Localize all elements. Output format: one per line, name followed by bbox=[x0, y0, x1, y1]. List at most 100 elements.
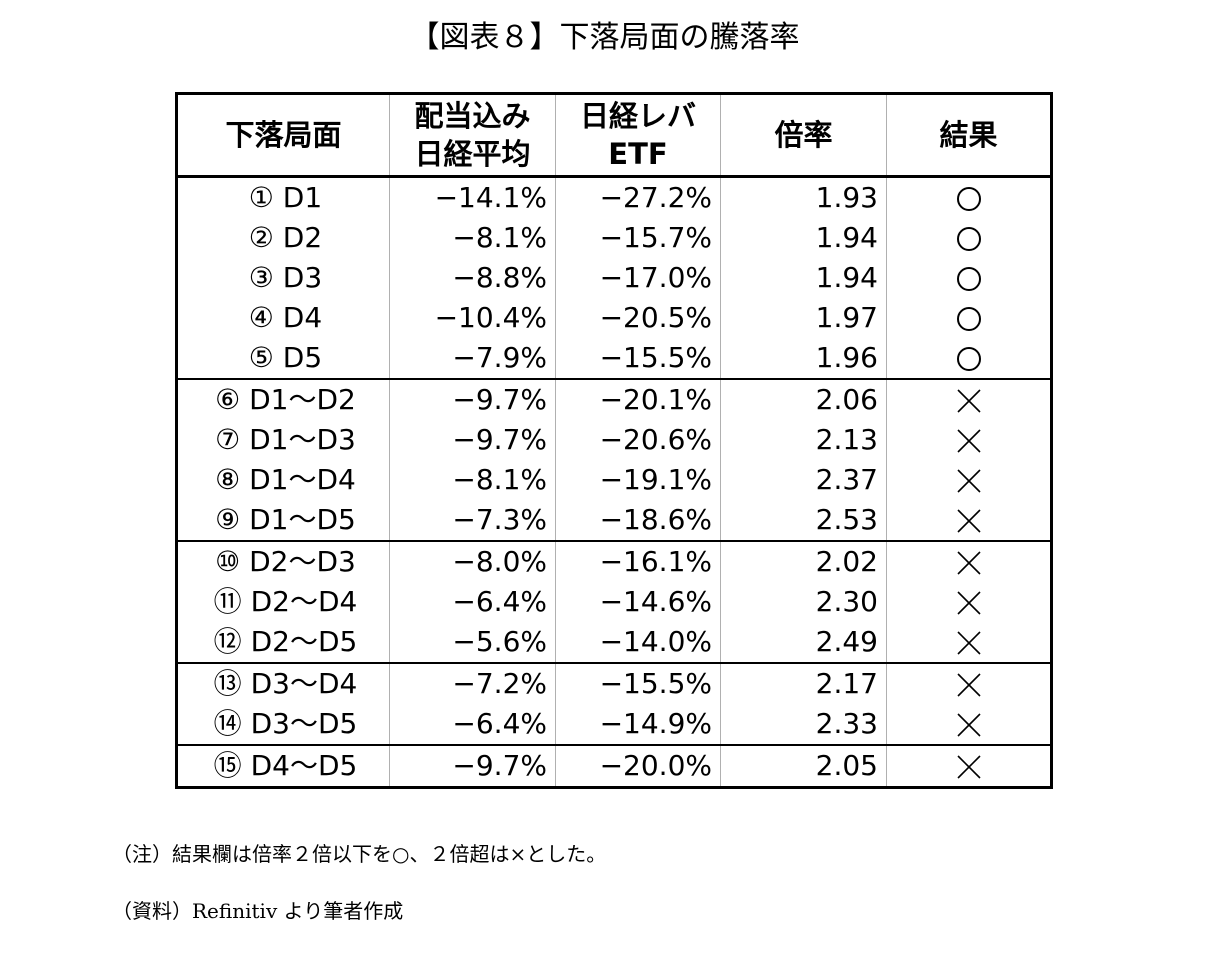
cell-ratio: 2.06 bbox=[720, 379, 887, 420]
cell-ratio: 2.49 bbox=[720, 622, 887, 664]
cell-result bbox=[886, 460, 1052, 500]
cell-phase: ⑭ D3〜D5 bbox=[176, 704, 390, 746]
header-leverage-etf: 日経レバ ETF bbox=[555, 93, 721, 178]
cell-result bbox=[886, 298, 1052, 338]
source-note: （資料）Refinitiv より筆者作成 bbox=[112, 899, 404, 923]
cell-phase: ⑩ D2〜D3 bbox=[215, 545, 356, 578]
table-row: ⑥ D1〜D2 −9.7% −20.1% 2.06 bbox=[177, 379, 1052, 420]
cell-nikkei-return: −14.1% bbox=[389, 176, 556, 218]
circle-mark-icon bbox=[956, 307, 981, 331]
header-ratio: 倍率 bbox=[720, 93, 887, 178]
cell-leverage-etf-return: −15.5% bbox=[555, 663, 721, 704]
table-row: ⑭ D3〜D5 −6.4% −14.9% 2.33 bbox=[176, 704, 1052, 746]
cell-nikkei-return: −7.9% bbox=[389, 338, 556, 380]
cell-ratio: 2.33 bbox=[720, 704, 887, 746]
cross-mark-icon bbox=[956, 509, 981, 533]
cell-ratio: 2.02 bbox=[720, 541, 887, 582]
cell-leverage-etf-return: −15.7% bbox=[555, 218, 721, 258]
cell-ratio: 2.17 bbox=[720, 663, 887, 704]
cell-ratio: 2.13 bbox=[720, 420, 887, 460]
cell-ratio: 2.30 bbox=[720, 582, 887, 622]
cell-leverage-etf-return: −20.0% bbox=[555, 745, 721, 788]
cell-leverage-etf-return: −17.0% bbox=[555, 258, 721, 298]
cell-phase: ② D2 bbox=[248, 221, 323, 254]
header-nikkei-dividend: 配当込み 日経平均 bbox=[389, 93, 556, 178]
cell-leverage-etf-return: −14.6% bbox=[555, 582, 721, 622]
cell-phase: ③ D3 bbox=[248, 261, 323, 294]
cell-leverage-etf-return: −16.1% bbox=[555, 541, 721, 582]
circle-mark-icon bbox=[956, 227, 981, 251]
cell-result bbox=[886, 500, 1052, 542]
cell-nikkei-return: −8.1% bbox=[389, 460, 556, 500]
cell-nikkei-return: −9.7% bbox=[389, 379, 556, 420]
cross-mark-icon bbox=[956, 631, 981, 655]
table-row: ⑤ D5 −7.9% −15.5% 1.96 bbox=[176, 338, 1052, 380]
cell-leverage-etf-return: −20.6% bbox=[555, 420, 721, 460]
cross-mark-icon bbox=[956, 713, 981, 737]
header-phase: 下落局面 bbox=[176, 93, 390, 178]
cross-mark-icon bbox=[956, 429, 981, 453]
cross-mark-icon bbox=[956, 673, 981, 697]
cell-phase: ⑥ D1〜D2 bbox=[215, 383, 356, 416]
cell-result bbox=[886, 541, 1052, 582]
cell-phase: ⑦ D1〜D3 bbox=[215, 423, 356, 456]
cell-nikkei-return: −10.4% bbox=[389, 298, 556, 338]
table-row: ① D1 −14.1% −27.2% 1.93 bbox=[177, 176, 1052, 218]
header-nikkei-line1: 配当込み bbox=[414, 99, 531, 133]
cell-ratio: 1.97 bbox=[720, 298, 887, 338]
table-row: ② D2 −8.1% −15.7% 1.94 bbox=[177, 218, 1052, 258]
cell-phase: ⑮ D4〜D5 bbox=[213, 749, 358, 782]
cell-ratio: 1.93 bbox=[720, 176, 887, 218]
decline-phase-table: 下落局面 配当込み 日経平均 日経レバ ETF 倍率 結果 ① D1 −14.1%… bbox=[175, 92, 1053, 789]
header-result: 結果 bbox=[886, 93, 1052, 178]
cell-result bbox=[886, 218, 1052, 258]
cell-leverage-etf-return: −27.2% bbox=[555, 176, 721, 218]
circle-mark-icon bbox=[956, 267, 981, 291]
cell-leverage-etf-return: −19.1% bbox=[555, 460, 721, 500]
cross-mark-icon bbox=[956, 591, 981, 615]
cell-ratio: 2.53 bbox=[720, 500, 887, 542]
table-row: ⑦ D1〜D3 −9.7% −20.6% 2.13 bbox=[177, 420, 1052, 460]
cell-nikkei-return: −6.4% bbox=[389, 582, 556, 622]
header-etf-line1: 日経レバ bbox=[579, 99, 696, 133]
table-row: ⑩ D2〜D3 −8.0% −16.1% 2.02 bbox=[177, 541, 1052, 582]
cell-nikkei-return: −7.2% bbox=[389, 663, 556, 704]
cross-mark-icon bbox=[956, 755, 981, 779]
cell-result bbox=[886, 338, 1052, 380]
table-row: ⑮ D4〜D5 −9.7% −20.0% 2.05 bbox=[177, 745, 1052, 788]
header-nikkei-line2: 日経平均 bbox=[414, 137, 531, 171]
cell-leverage-etf-return: −18.6% bbox=[555, 500, 721, 542]
cell-phase: ④ D4 bbox=[248, 301, 323, 334]
header-ratio-line: 倍率 bbox=[774, 118, 833, 152]
cell-phase: ⑫ D2〜D5 bbox=[176, 622, 390, 664]
cell-phase: ⑨ D1〜D5 bbox=[176, 500, 390, 542]
cell-result bbox=[886, 704, 1052, 746]
cell-phase: ① D1 bbox=[248, 181, 323, 214]
cell-result bbox=[886, 622, 1052, 664]
circle-mark-icon bbox=[956, 187, 981, 211]
cell-leverage-etf-return: −15.5% bbox=[555, 338, 721, 380]
cell-phase: ⑤ D5 bbox=[176, 338, 390, 380]
cell-leverage-etf-return: −20.5% bbox=[555, 298, 721, 338]
table-note: （注）結果欄は倍率２倍以下を○、２倍超は×とした。 bbox=[112, 842, 607, 866]
cell-nikkei-return: −6.4% bbox=[389, 704, 556, 746]
table-row: ⑪ D2〜D4 −6.4% −14.6% 2.30 bbox=[177, 582, 1052, 622]
cell-phase: ⑪ D2〜D4 bbox=[213, 585, 358, 618]
cell-ratio: 2.37 bbox=[720, 460, 887, 500]
cell-nikkei-return: −9.7% bbox=[389, 745, 556, 788]
cell-nikkei-return: −8.1% bbox=[389, 218, 556, 258]
figure-title: 【図表８】下落局面の騰落率 bbox=[409, 20, 800, 55]
header-etf-line2: ETF bbox=[608, 137, 668, 171]
cell-result bbox=[886, 420, 1052, 460]
cross-mark-icon bbox=[956, 389, 981, 413]
cross-mark-icon bbox=[956, 551, 981, 575]
cell-ratio: 1.96 bbox=[720, 338, 887, 380]
header-row: 下落局面 配当込み 日経平均 日経レバ ETF 倍率 結果 bbox=[176, 93, 1052, 178]
cell-ratio: 2.05 bbox=[720, 745, 887, 788]
cell-nikkei-return: −5.6% bbox=[389, 622, 556, 664]
cell-result bbox=[886, 582, 1052, 622]
cell-result bbox=[886, 176, 1052, 218]
header-phase-line: 下落局面 bbox=[225, 118, 342, 152]
header-result-line: 結果 bbox=[939, 118, 998, 152]
cell-ratio: 1.94 bbox=[720, 218, 887, 258]
